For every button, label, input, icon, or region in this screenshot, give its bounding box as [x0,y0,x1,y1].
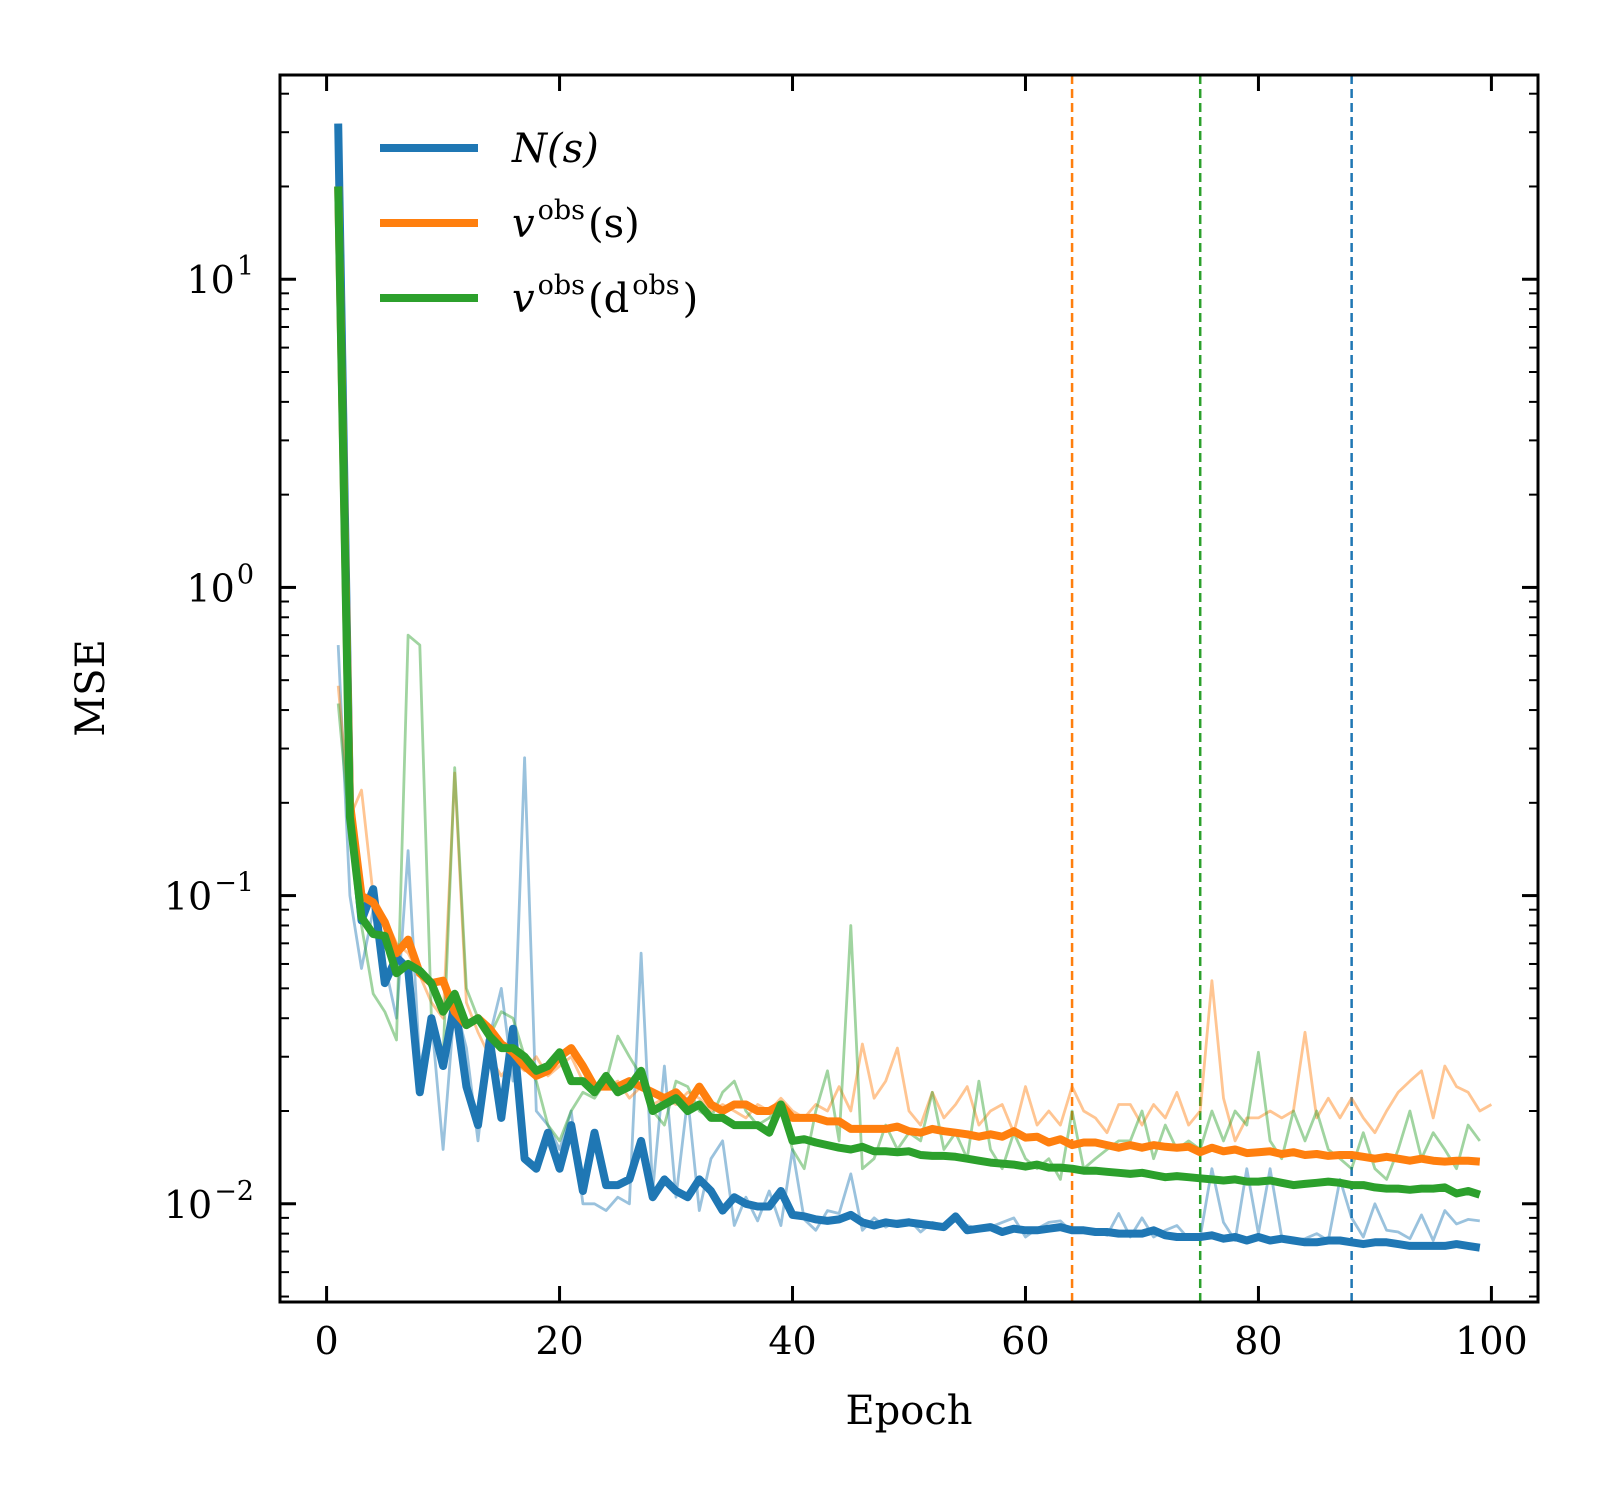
plot-frame [278,73,1540,1304]
series-line-0 [334,123,1481,1252]
series-line-5 [336,633,1481,1181]
smoothed-series-group [334,123,1482,1252]
x-tick-label-3: 60 [1001,1319,1049,1363]
x-tick-label-0: 0 [314,1319,338,1363]
x-tick-label-4: 80 [1234,1319,1282,1363]
legend-label-n-s: N(s) [511,126,599,172]
y-tick-label-2: 100 [186,559,254,610]
legend-label-v-obs-d-obs: v obs(d obs) [512,270,698,322]
series-line-2 [334,186,1482,1199]
series-line-1 [334,186,1481,1166]
x-axis-ticks: 0 20 40 60 80 100 [314,75,1528,1363]
x-axis-title: Epoch [845,1388,972,1434]
y-tick-label-0: 10−2 [164,1176,254,1227]
legend-label-v-obs-s: v obs(s) [512,195,640,247]
y-tick-label-3: 101 [186,251,254,302]
y-tick-label-1: 10−1 [164,868,254,919]
y-axis-title: MSE [68,639,114,737]
x-tick-label-5: 100 [1455,1319,1528,1363]
y-axis-ticks: 10−2 10−1 100 101 [164,92,1538,1298]
x-tick-label-1: 20 [535,1319,583,1363]
x-tick-label-2: 40 [768,1319,816,1363]
vertical-marker-lines [1070,75,1353,1302]
legend: N(s) v obs(s) v obs(d obs) [380,126,698,322]
